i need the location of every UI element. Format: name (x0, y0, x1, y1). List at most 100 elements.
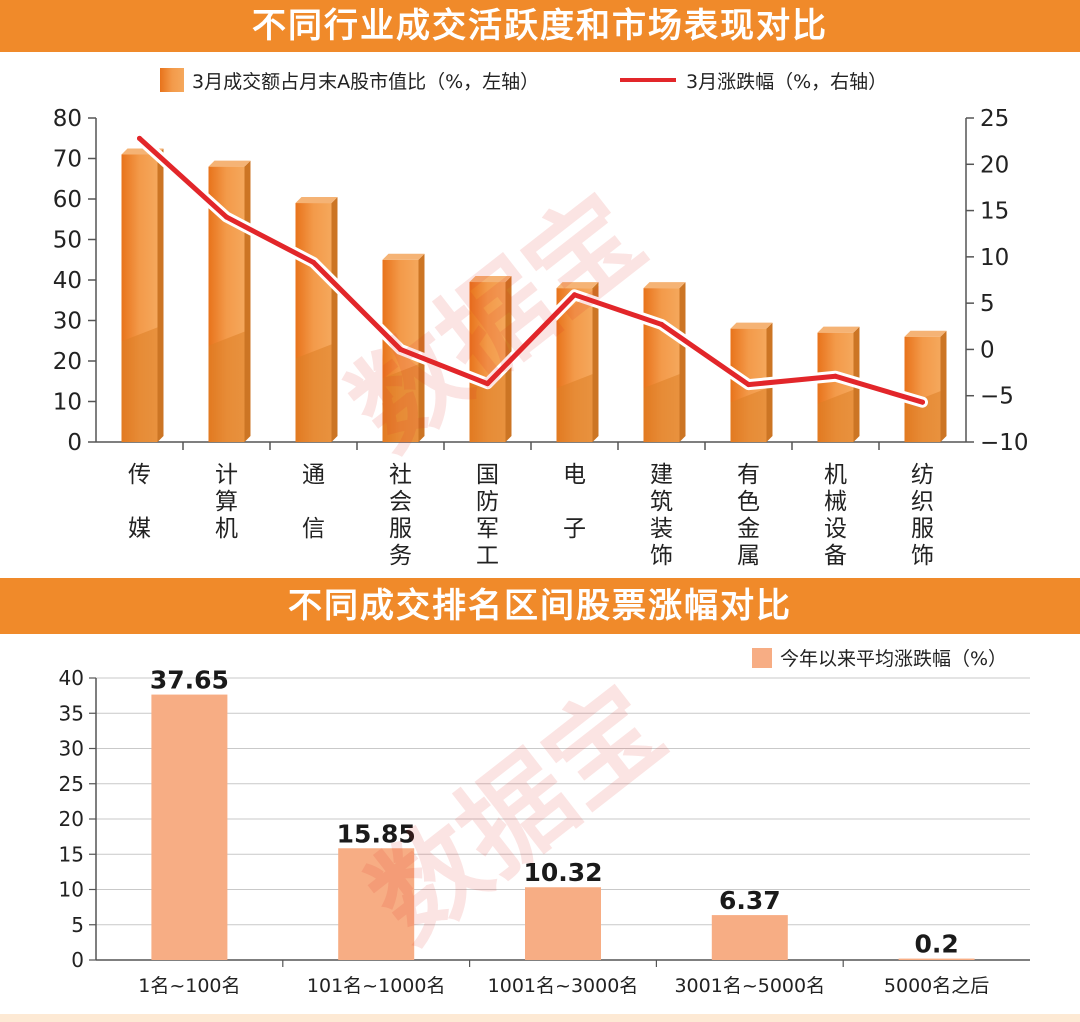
line-point (485, 381, 490, 387)
category-char: 通 (302, 462, 325, 488)
line-series (134, 132, 928, 408)
data-label: 15.85 (337, 819, 416, 848)
category-char: 电 (563, 462, 586, 488)
right-tick-label: 20 (980, 152, 1009, 178)
left-tick-label: 50 (53, 228, 82, 254)
category-char: 务 (389, 543, 412, 569)
bar-top (208, 160, 251, 167)
category-char: 会 (389, 489, 412, 515)
footer-strip (0, 1014, 1080, 1022)
bar-shade (121, 327, 158, 442)
bar (295, 197, 338, 442)
right-tick-label: 10 (980, 245, 1009, 271)
y-tick-label: 5 (71, 913, 84, 937)
bar (904, 330, 947, 442)
bar (338, 848, 415, 960)
category-char: 属 (737, 543, 760, 569)
category-label: 1名~100名 (138, 975, 240, 997)
bar (151, 694, 228, 960)
bar-top (382, 253, 425, 260)
category-char: 建 (650, 462, 673, 488)
right-tick-label: 25 (980, 106, 1009, 132)
category-char: 媒 (128, 516, 151, 542)
line-point (833, 373, 838, 379)
y-tick-label: 20 (59, 807, 84, 831)
data-label: 0.2 (914, 930, 958, 959)
category-char: 色 (737, 489, 760, 515)
bar-shade (295, 344, 332, 442)
bar-top (730, 322, 773, 329)
bar-top (556, 282, 599, 289)
bar-top (817, 326, 860, 333)
bar-side (331, 197, 338, 442)
y-tick-label: 40 (59, 666, 84, 690)
left-tick-label: 40 (53, 268, 82, 294)
y-tick-label: 25 (59, 772, 84, 796)
ranking-chart: 今年以来平均涨跌幅（%） 0 5 10 15 20 25 30 35 40 1名~100名 101名… (59, 648, 1030, 997)
line-point (398, 346, 403, 352)
category-char: 军 (476, 516, 499, 542)
left-tick-label: 10 (53, 390, 82, 416)
axes: 0 10 20 30 40 50 60 70 80 −10 −5 0 5 10 15 20 25 (53, 106, 1029, 456)
category-label: 通信 (302, 462, 325, 542)
line-point (137, 135, 142, 141)
y-tick-label: 15 (59, 842, 84, 866)
category-char: 备 (824, 543, 847, 569)
left-tick-label: 60 (53, 187, 82, 213)
bar-series (121, 148, 947, 442)
left-tick-label: 0 (67, 430, 82, 456)
bar-shade (469, 372, 506, 442)
category-char: 筑 (650, 489, 673, 515)
legend-line-label: 3月涨跌幅（%，右轴） (686, 71, 887, 93)
bar (898, 958, 975, 960)
left-tick-label: 20 (53, 349, 82, 375)
y-tick-label: 10 (59, 878, 84, 902)
category-label: 1001名~3000名 (488, 975, 639, 997)
bar-shade (556, 374, 593, 442)
bar (711, 915, 788, 960)
data-label: 10.32 (523, 858, 602, 887)
bar-side (940, 330, 947, 442)
line-point (920, 399, 925, 405)
data-label: 6.37 (719, 886, 781, 915)
bar-side (679, 282, 686, 442)
industry-chart: 3月成交额占月末A股市值比（%，左轴） 3月涨跌幅（%，右轴） 0 10 20 30 40… (53, 68, 1029, 569)
bar-shade (817, 389, 854, 442)
category-char: 装 (650, 516, 673, 542)
top-chart-title: 不同行业成交活跃度和市场表现对比 (0, 0, 1080, 52)
y-tick-label: 35 (59, 701, 84, 725)
bar-side (418, 253, 425, 442)
legend: 今年以来平均涨跌幅（%） (752, 648, 1007, 670)
category-char: 饰 (650, 543, 673, 569)
legend: 3月成交额占月末A股市值比（%，左轴） 3月涨跌幅（%，右轴） (160, 68, 887, 93)
category-char: 信 (302, 516, 325, 542)
category-char: 社 (389, 462, 412, 488)
bar-shade (730, 388, 767, 442)
category-char: 设 (824, 516, 847, 542)
category-label: 5000名之后 (884, 975, 989, 997)
category-label: 计算机 (215, 462, 238, 542)
bar (643, 282, 686, 442)
watermark: 数据宝 (347, 662, 686, 966)
line-point (572, 292, 577, 298)
legend-bar-label: 3月成交额占月末A股市值比（%，左轴） (192, 71, 539, 93)
line-point (311, 259, 316, 265)
left-tick-label: 70 (53, 147, 82, 173)
category-char: 算 (215, 489, 238, 515)
category-char: 有 (737, 462, 760, 488)
bar (121, 148, 164, 442)
category-char: 传 (128, 462, 151, 488)
left-tick-label: 80 (53, 106, 82, 132)
category-label: 101名~1000名 (307, 975, 446, 997)
bar-shade (643, 374, 680, 442)
category-char: 计 (215, 462, 238, 488)
category-char: 服 (911, 516, 934, 542)
bar-shade (208, 331, 245, 442)
right-tick-label: 15 (980, 199, 1009, 225)
bar-side (157, 148, 164, 442)
